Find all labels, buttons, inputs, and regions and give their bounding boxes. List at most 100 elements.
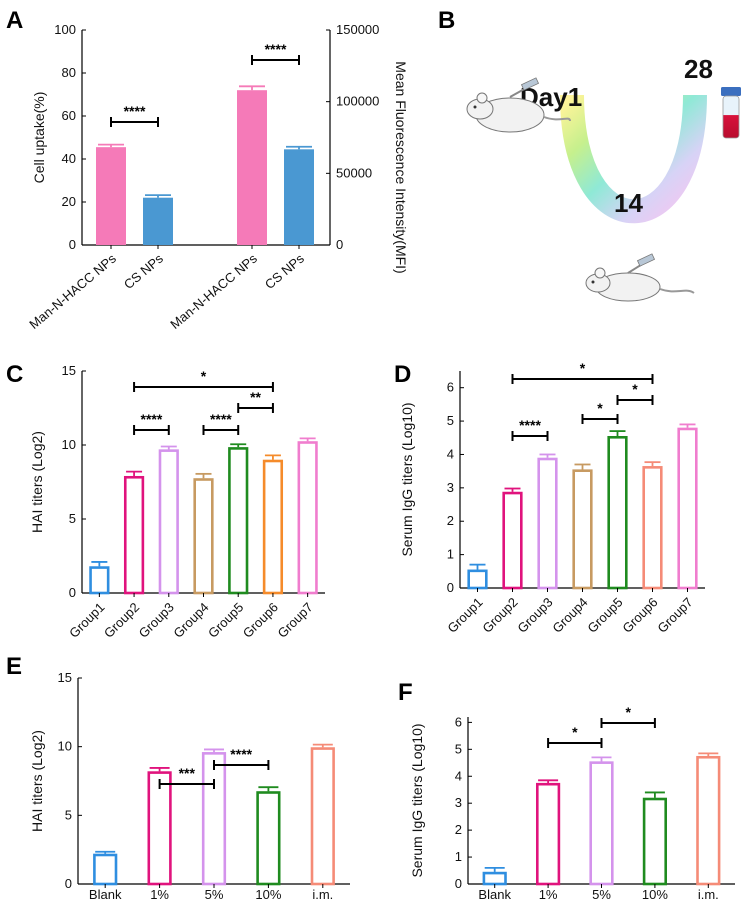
x-tick-label: Group6 [619, 595, 660, 636]
bar [228, 447, 249, 595]
x-tick-label: i.m. [312, 887, 333, 902]
y-tick-label: 80 [62, 65, 76, 80]
bar [696, 755, 721, 886]
day-mid-label: 14 [614, 188, 643, 218]
blood-tube-icon [721, 87, 741, 139]
y-tick-label: 0 [65, 876, 72, 891]
significance-label: * [632, 381, 638, 397]
schedule-diagram: Day1 14 28 [466, 54, 741, 302]
panel-letter-b: B [438, 7, 455, 34]
significance-label: ** [250, 389, 261, 405]
x-tick-label: Group2 [101, 600, 142, 641]
significance-label: * [201, 368, 207, 384]
significance-label: * [597, 400, 603, 416]
y-axis-label: HAI titers (Log2) [29, 431, 45, 533]
panel-letter-e: E [6, 653, 22, 680]
y-right-tick-label: 50000 [336, 165, 372, 180]
x-tick-label: 5% [592, 887, 611, 902]
y-right-tick-label: 100000 [336, 94, 379, 109]
bar [535, 782, 561, 886]
x-tick-label: Group3 [136, 600, 177, 641]
bar [123, 475, 145, 595]
y-tick-label: 10 [62, 437, 76, 452]
x-tick-label: Group4 [549, 595, 590, 636]
x-tick-label: Group2 [479, 595, 520, 636]
y-tick-label: 4 [447, 446, 454, 461]
bar [256, 791, 281, 886]
bar [89, 566, 110, 595]
bar [467, 569, 488, 590]
chart-a-cell-uptake: 0 20 40 60 80 100 Cell uptake(%) 0 50000 100000 15… [26, 22, 409, 332]
y-tick-label: 60 [62, 108, 76, 123]
y-tick-label: 40 [62, 151, 76, 166]
y-tick-label: 0 [455, 876, 462, 891]
y-axis-label: Cell uptake(%) [31, 92, 47, 184]
y-right-tick-label: 0 [336, 237, 343, 252]
bar [607, 435, 628, 590]
x-tick-label: 5% [205, 887, 224, 902]
bar [158, 449, 179, 595]
x-tick-label: Group3 [514, 595, 555, 636]
y-tick-label: 2 [455, 822, 462, 837]
x-tick-label: Blank [89, 887, 122, 902]
panel-letter-c: C [6, 361, 23, 388]
significance-label: **** [230, 746, 252, 762]
bar [502, 491, 523, 590]
panel-letter-f: F [398, 679, 413, 706]
y-tick-label: 3 [447, 480, 454, 495]
x-tick-label: Group7 [274, 600, 315, 641]
y-tick-label: 20 [62, 194, 76, 209]
x-tick-label: Group4 [170, 600, 211, 641]
significance-label: **** [265, 41, 287, 57]
y-tick-label: 1 [455, 849, 462, 864]
x-tick-label: 1% [539, 887, 558, 902]
y-tick-label: 1 [447, 547, 454, 562]
day-end-label: 28 [684, 54, 713, 84]
bar [143, 197, 173, 245]
significance-label: * [625, 704, 631, 720]
y-tick-label: 4 [455, 768, 462, 783]
y-tick-label: 5 [69, 511, 76, 526]
significance-label: **** [210, 411, 232, 427]
y-tick-label: 2 [447, 513, 454, 528]
bar [589, 761, 614, 886]
y-tick-label: 6 [455, 714, 462, 729]
significance-label: *** [179, 765, 196, 781]
bar [482, 871, 507, 886]
bar [642, 466, 663, 590]
panel-letter-a: A [6, 7, 23, 34]
y-tick-label: 5 [455, 741, 462, 756]
x-tick-label: 10% [642, 887, 668, 902]
bar [193, 478, 214, 595]
bar [237, 90, 267, 245]
x-tick-label: i.m. [698, 887, 719, 902]
y-tick-label: 15 [58, 670, 72, 685]
x-tick-label: Man-N-HACC NPs [26, 250, 119, 331]
bar [93, 853, 118, 886]
u-shape-timeline [560, 94, 707, 223]
x-tick-label: Group5 [584, 595, 625, 636]
significance-label: **** [141, 411, 163, 427]
x-tick-label: Group6 [240, 600, 281, 641]
x-tick-label: 10% [255, 887, 281, 902]
x-tick-label: Group1 [444, 595, 485, 636]
y-tick-label: 0 [447, 580, 454, 595]
bar [201, 752, 227, 886]
y-tick-label: 6 [447, 380, 454, 395]
bar [677, 427, 698, 590]
x-tick-label: 1% [150, 887, 169, 902]
y-tick-label: 10 [58, 739, 72, 754]
bar [310, 747, 335, 886]
x-tick-label: CS NPs [121, 250, 166, 292]
mouse-icon-day14 [585, 253, 695, 302]
significance-label: * [572, 724, 578, 740]
bar [642, 797, 667, 886]
y-tick-label: 3 [455, 795, 462, 810]
y-axis-label: Serum IgG titers (Log10) [399, 402, 415, 556]
bar [537, 457, 558, 590]
y-tick-label: 0 [69, 585, 76, 600]
bar [96, 147, 126, 245]
chart-e-hai-titers: 0 5 10 15 HAI titers (Log2) Blank 1% 5% 10% i.m. *… [29, 670, 350, 902]
